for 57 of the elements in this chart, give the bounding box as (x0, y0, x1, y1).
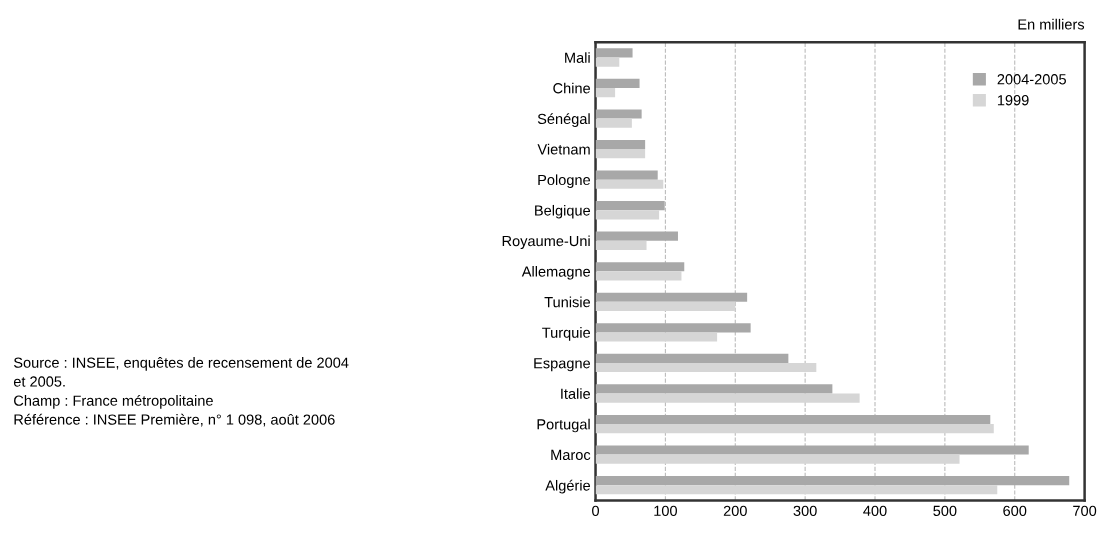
bar (595, 118, 632, 128)
bar (595, 292, 748, 302)
x-tick-label: 500 (933, 505, 957, 516)
x-tick-label: 600 (1003, 505, 1027, 516)
legend-label: 1999 (997, 95, 1029, 106)
bar (595, 179, 664, 189)
y-tick-label: Tunisie (544, 296, 591, 308)
bar (595, 332, 718, 342)
y-tick-label: Mali (565, 52, 590, 63)
y-tick-label: Algérie (545, 479, 591, 494)
y-tick-label: Royaume-Uni (502, 235, 590, 250)
bar (595, 48, 633, 58)
bar (595, 271, 682, 281)
bar (595, 454, 960, 464)
bar (595, 57, 620, 67)
bar (595, 362, 817, 373)
bar (595, 139, 646, 150)
bar (595, 485, 998, 495)
y-tick-label: Vietnam (537, 143, 590, 155)
y-tick-label: Maroc (551, 449, 591, 461)
bar (595, 78, 640, 89)
y-tick-label: Italie (561, 388, 591, 399)
source-note: Source : INSEE, enquêtes de recensement de 2004 et 2005. Champ : France métropolitaine Référence : INSEE Première, n° 1 098, août 2006 (13, 357, 349, 427)
y-tick-label: Pologne (538, 174, 591, 188)
x-tick-label: 200 (723, 505, 747, 516)
bar (595, 414, 991, 425)
legend-label: 2004-2005 (997, 74, 1066, 85)
bar (595, 109, 642, 119)
x-tick-label: 400 (863, 505, 887, 516)
bar (595, 393, 860, 403)
y-tick-label: Sénégal (537, 113, 590, 127)
bar (595, 210, 660, 220)
x-tick-label: 300 (793, 505, 817, 516)
bar (595, 475, 1070, 486)
bar (595, 445, 1029, 455)
bar (595, 262, 685, 272)
bar (595, 384, 833, 394)
y-tick-label: Chine (553, 82, 591, 94)
y-tick-label: Portugal (537, 418, 590, 433)
bar (595, 88, 616, 98)
x-tick-label: 100 (654, 505, 677, 516)
bar (595, 323, 751, 333)
bar (595, 201, 665, 211)
x-tick-label: 700 (1073, 505, 1097, 516)
y-tick-label: Belgique (535, 204, 591, 219)
bar (595, 170, 658, 180)
bar (595, 149, 646, 159)
text: En milliers (1018, 18, 1085, 30)
bar (595, 240, 647, 250)
y-tick-label: Turquie (542, 327, 591, 341)
bar (595, 231, 678, 241)
bar (595, 424, 994, 434)
x-tick-label: 0 (592, 505, 600, 516)
bar (595, 353, 789, 363)
y-tick-label: Allemagne (521, 266, 591, 280)
bar (595, 301, 736, 312)
y-tick-label: Espagne (534, 358, 591, 372)
